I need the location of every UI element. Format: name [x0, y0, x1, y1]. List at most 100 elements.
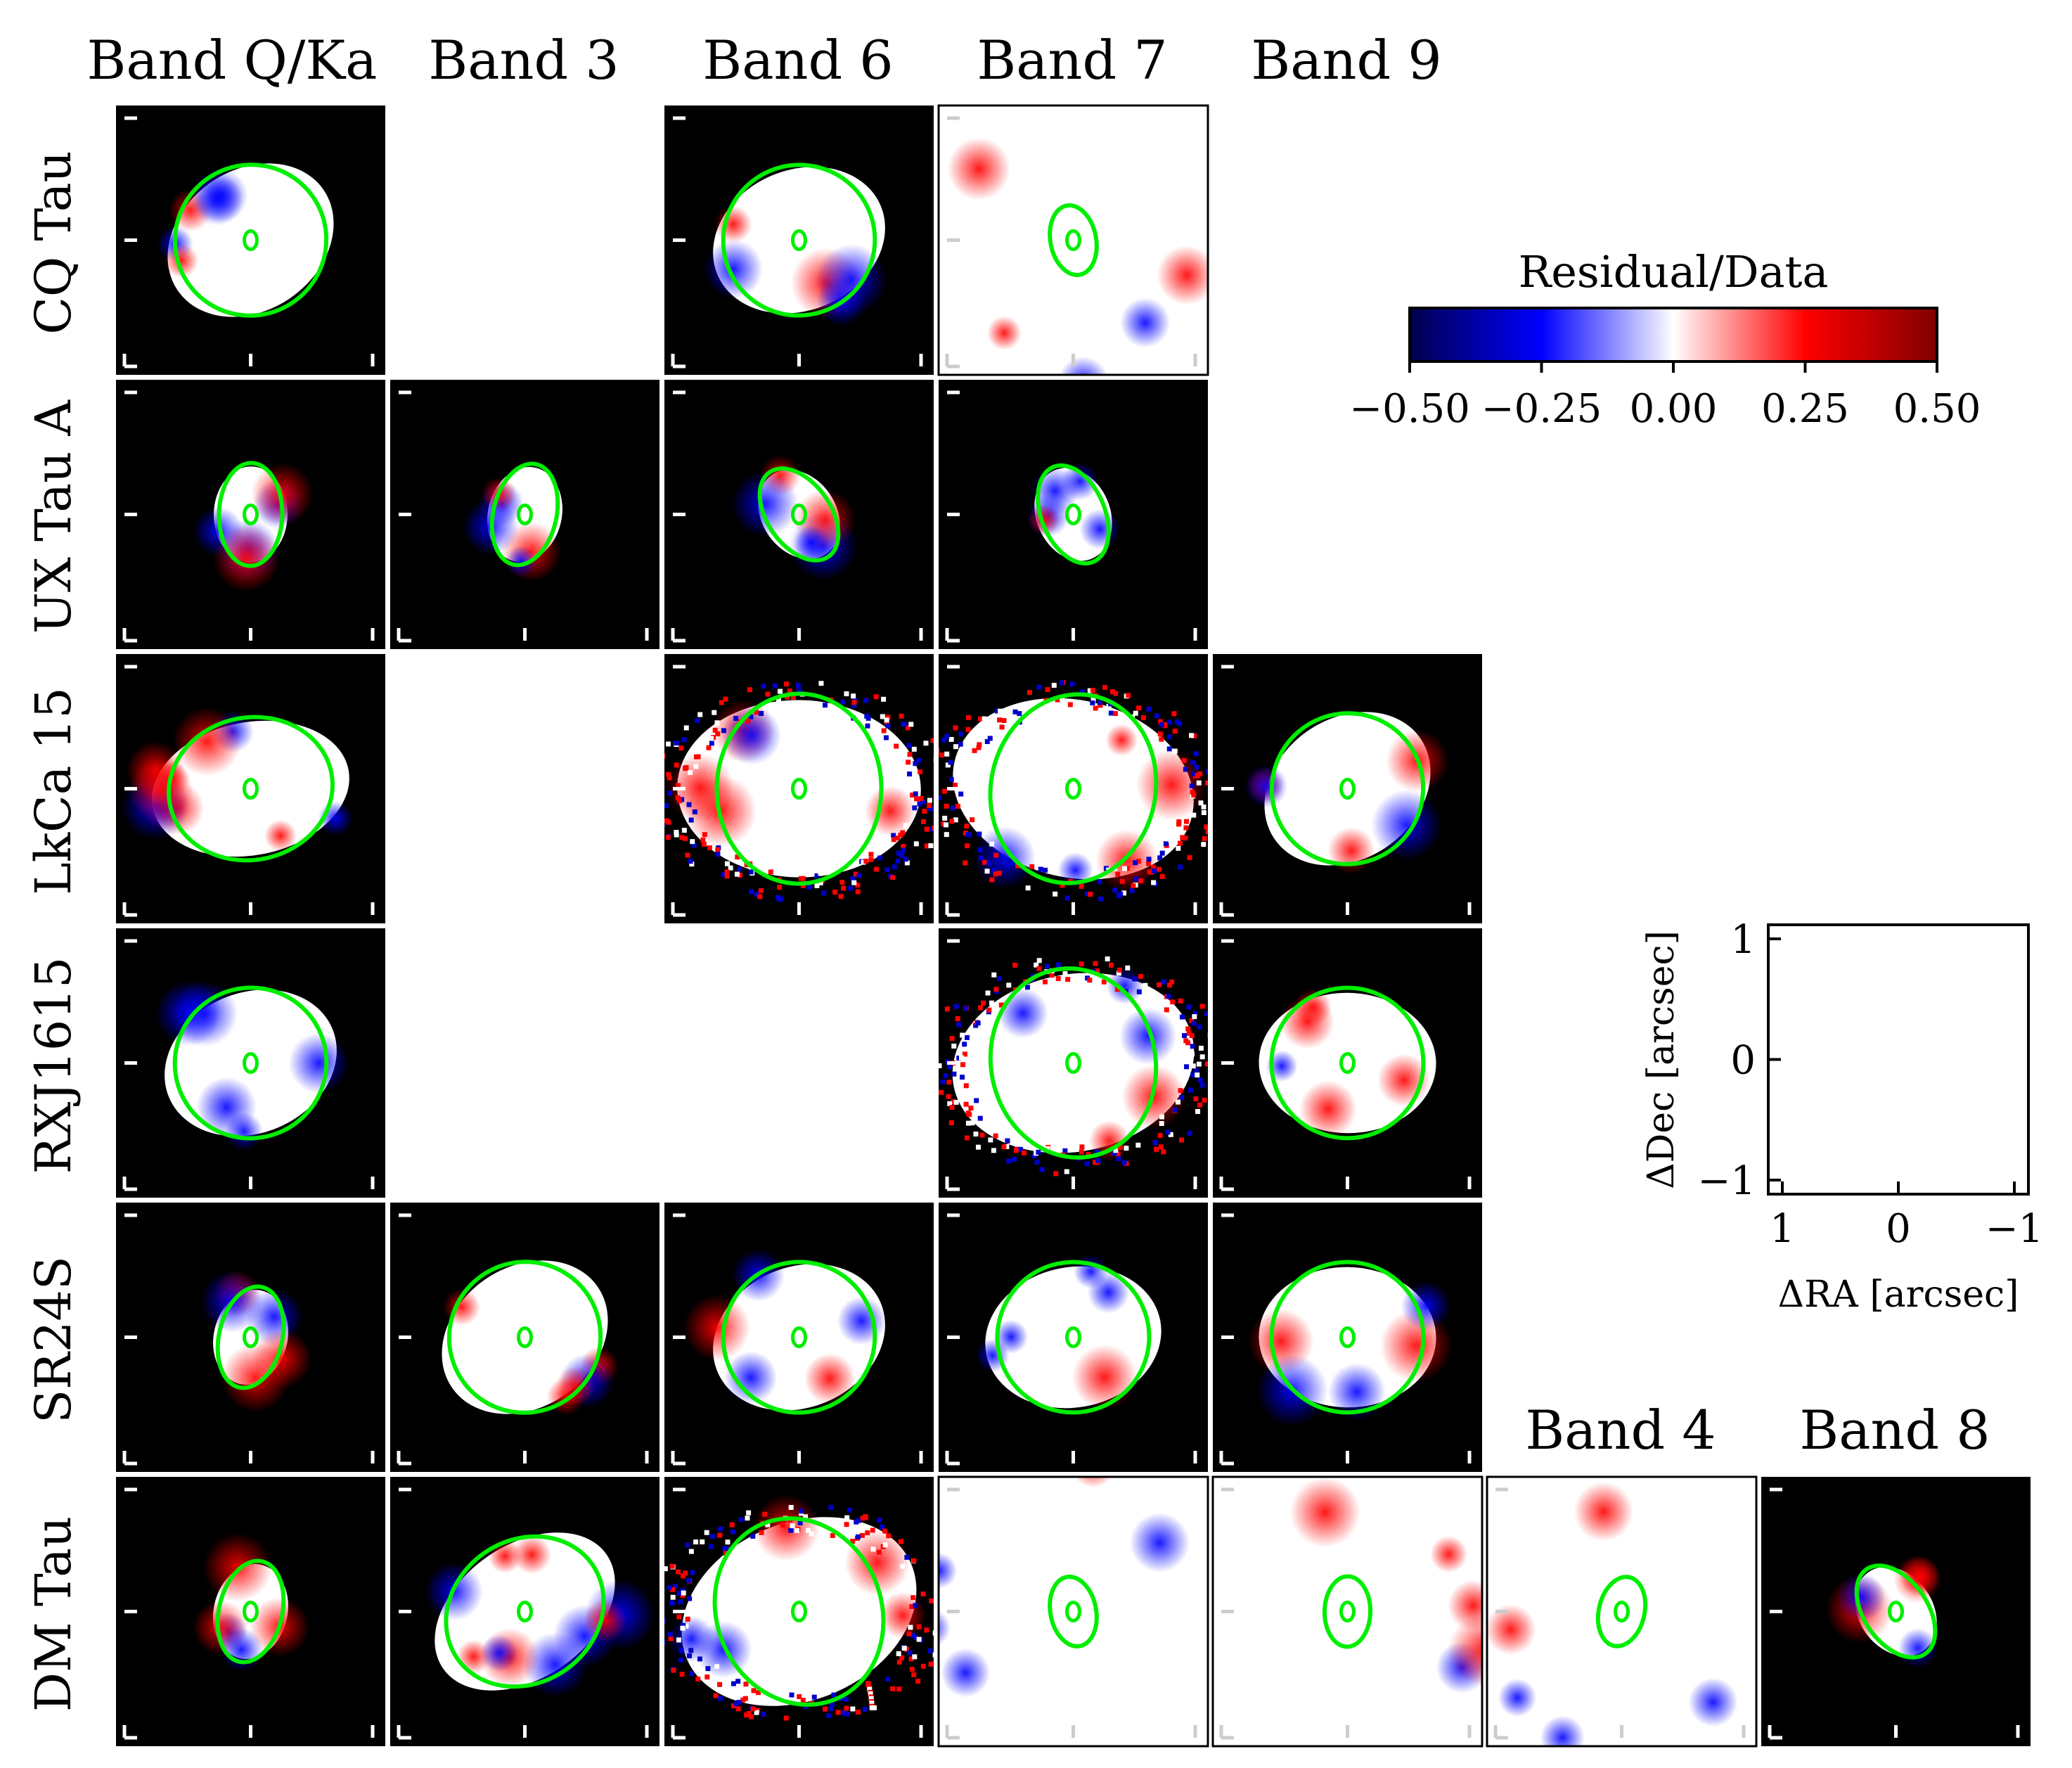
model-outer-ellipse — [489, 461, 560, 568]
model-inner-ellipse — [243, 1052, 259, 1074]
residual-blob — [1498, 1678, 1537, 1717]
noise-pixel — [1178, 840, 1183, 846]
noise-pixel — [735, 1706, 741, 1712]
noise-pixel — [881, 728, 887, 734]
noise-pixel — [1005, 1138, 1010, 1144]
noise-pixel — [1036, 684, 1042, 690]
panel-ux-tau-a-band-q-ka — [116, 380, 385, 649]
noise-pixel — [901, 847, 906, 853]
residual-blob — [203, 1532, 273, 1602]
residual-blob — [939, 1552, 958, 1589]
noise-pixel — [868, 1696, 874, 1701]
noise-pixel — [970, 1120, 975, 1126]
noise-pixel — [901, 722, 907, 727]
noise-pixel — [759, 1530, 764, 1535]
noise-pixel — [929, 1598, 934, 1603]
noise-pixel — [1197, 771, 1202, 777]
noise-pixel — [797, 1694, 802, 1700]
model-inner-ellipse — [517, 504, 533, 525]
model-inner-ellipse — [791, 778, 807, 800]
noise-pixel — [949, 1105, 955, 1110]
noise-pixel — [1193, 1068, 1199, 1073]
model-inner-ellipse — [243, 504, 259, 525]
noise-pixel — [1087, 688, 1093, 693]
noise-pixel — [985, 990, 991, 996]
noise-pixel — [884, 717, 889, 723]
noise-pixel — [783, 1715, 789, 1721]
noise-pixel — [1053, 1171, 1059, 1177]
key-xtick-label: −1 — [1986, 1206, 2044, 1252]
residual-blob — [724, 1351, 778, 1404]
noise-pixel — [1191, 793, 1197, 798]
noise-pixel — [916, 1624, 922, 1629]
noise-pixel — [1159, 1121, 1164, 1127]
noise-pixel — [989, 841, 995, 847]
residual-blob — [512, 1535, 551, 1575]
noise-pixel — [870, 1546, 876, 1552]
noise-pixel — [700, 837, 706, 843]
panel-sr24s-band-7 — [939, 1203, 1208, 1472]
noise-pixel — [984, 729, 990, 735]
model-inner-ellipse — [243, 1326, 259, 1348]
noise-pixel — [1189, 1033, 1195, 1039]
noise-pixel — [953, 782, 958, 788]
key-ytick-label: 1 — [1730, 917, 1756, 963]
model-inner-ellipse — [517, 1326, 533, 1348]
noise-pixel — [1143, 982, 1148, 988]
noise-pixel — [674, 832, 679, 838]
noise-pixel — [690, 1570, 695, 1575]
noise-pixel — [894, 743, 899, 749]
noise-pixel — [1060, 883, 1065, 888]
model-inner-ellipse — [791, 1326, 807, 1348]
residual-blob — [164, 243, 199, 278]
noise-pixel — [911, 1558, 917, 1563]
noise-pixel — [1098, 703, 1103, 708]
noise-pixel — [832, 889, 838, 895]
noise-pixel — [924, 1627, 929, 1633]
noise-pixel — [765, 691, 771, 697]
noise-pixel — [905, 725, 910, 731]
noise-pixel — [1172, 1107, 1178, 1113]
noise-pixel — [740, 1697, 746, 1703]
noise-pixel — [685, 1542, 690, 1548]
noise-pixel — [859, 1532, 865, 1538]
noise-pixel — [784, 681, 790, 687]
noise-pixel — [790, 1523, 795, 1529]
noise-pixel — [840, 699, 846, 705]
noise-pixel — [927, 797, 932, 803]
noise-pixel — [1013, 1148, 1019, 1153]
noise-pixel — [669, 1563, 675, 1569]
noise-pixel — [690, 839, 695, 845]
noise-pixel — [676, 798, 682, 804]
noise-pixel — [1112, 1151, 1117, 1156]
noise-pixel — [1145, 861, 1151, 866]
model-outer-ellipse — [1269, 1260, 1426, 1415]
noise-pixel — [917, 801, 922, 807]
noise-pixel — [664, 1618, 665, 1623]
residual-blob — [941, 1648, 991, 1698]
noise-pixel — [721, 872, 726, 878]
noise-pixel — [754, 1710, 759, 1715]
noise-pixel — [688, 859, 693, 864]
noise-pixel — [1113, 1148, 1119, 1153]
colorbar: Residual/Data −0.50 −0.25 0.00 0.25 0.50 — [1349, 246, 1981, 432]
noise-pixel — [1193, 751, 1199, 757]
noise-pixel — [851, 880, 857, 885]
noise-pixel — [1186, 1030, 1192, 1036]
noise-pixel — [681, 1590, 686, 1596]
noise-pixel — [798, 876, 804, 881]
noise-pixel — [1182, 1033, 1188, 1039]
noise-pixel — [1195, 1072, 1200, 1078]
model-outer-ellipse — [1269, 985, 1426, 1141]
noise-pixel — [943, 822, 948, 828]
noise-pixel — [687, 1653, 693, 1658]
noise-pixel — [939, 748, 940, 754]
noise-pixel — [987, 736, 993, 741]
noise-pixel — [1194, 764, 1199, 770]
noise-pixel — [962, 1051, 967, 1057]
noise-pixel — [806, 885, 812, 890]
model-inner-ellipse — [1065, 778, 1081, 800]
noise-pixel — [895, 835, 901, 841]
noise-pixel — [869, 1700, 875, 1706]
